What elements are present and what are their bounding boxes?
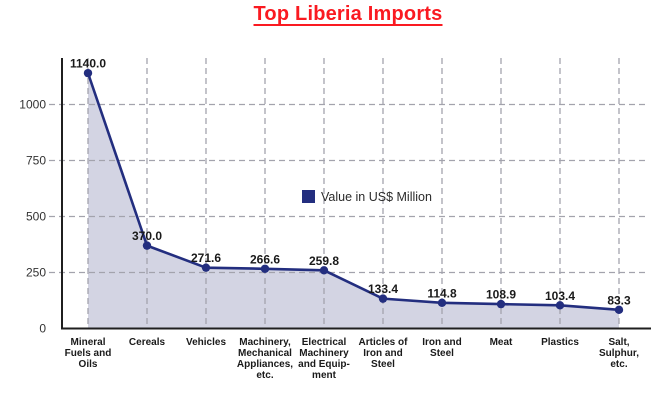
category-label: Cereals xyxy=(129,337,166,348)
data-point xyxy=(378,294,388,303)
category-label-line: Meat xyxy=(490,337,513,348)
data-point xyxy=(555,301,565,310)
category-label: Articles of Iron and Steel xyxy=(359,337,409,370)
category-label-line: Articles of xyxy=(359,337,409,348)
category-label-line: Steel xyxy=(430,348,454,359)
value-label: 259.8 xyxy=(309,254,339,268)
data-point xyxy=(201,263,211,272)
category-label: Vehicles xyxy=(186,337,226,348)
category-label-line: Cereals xyxy=(129,337,166,348)
category-label: Salt, Sulphur, etc. xyxy=(599,337,639,370)
category-label-line: Oils xyxy=(79,359,98,370)
value-label: 1140.0 xyxy=(70,57,106,71)
category-label-line: Salt, xyxy=(608,337,629,348)
data-point xyxy=(83,68,93,78)
data-point xyxy=(319,266,329,275)
value-label: 266.6 xyxy=(250,252,280,266)
category-label-line: Mineral xyxy=(70,337,105,348)
page-title: Top Liberia Imports xyxy=(253,3,443,25)
category-label-line: Machinery xyxy=(299,348,349,359)
category-label: Plastics xyxy=(541,337,579,348)
area-fill xyxy=(88,73,619,329)
y-tick-label: 1000 xyxy=(19,98,46,112)
value-label: 114.8 xyxy=(427,286,457,300)
category-label-line: Appliances, xyxy=(237,359,293,370)
category-label: Machinery, Mechanical Appliances, etc. xyxy=(237,337,293,381)
category-label-line: Electrical xyxy=(302,337,347,348)
data-point xyxy=(496,299,506,309)
category-label-line: Machinery, xyxy=(239,337,291,348)
data-point xyxy=(260,264,270,273)
category-label-line: Vehicles xyxy=(186,337,226,348)
legend-swatch xyxy=(302,190,315,203)
category-label-line: ment xyxy=(312,370,337,381)
y-tick-label: 250 xyxy=(26,266,46,280)
value-label: 103.4 xyxy=(545,289,575,303)
category-label-line: Plastics xyxy=(541,337,579,348)
data-point xyxy=(437,298,447,307)
category-label-line: Fuels and xyxy=(65,348,112,359)
category-label: Mineral Fuels and Oils xyxy=(65,337,112,370)
value-label: 271.6 xyxy=(191,251,221,265)
value-label: 370.0 xyxy=(132,229,162,243)
category-label-line: Mechanical xyxy=(238,348,292,359)
category-label-line: etc. xyxy=(256,370,273,381)
data-line xyxy=(86,71,621,312)
data-point xyxy=(614,305,624,315)
value-label: 83.3 xyxy=(607,293,631,307)
category-label-line: Steel xyxy=(371,359,395,370)
category-label-line: etc. xyxy=(610,359,627,370)
y-tick-label: 750 xyxy=(26,154,46,168)
category-label: Electrical Machinery and Equip-ment xyxy=(298,337,350,381)
category-label: Iron and Steel xyxy=(422,337,461,359)
category-label-line: Sulphur, xyxy=(599,348,639,359)
category-label-line: Iron and xyxy=(422,337,461,348)
value-label: 108.9 xyxy=(486,288,516,302)
category-label-line: and Equip- xyxy=(298,359,350,370)
y-tick-label: 500 xyxy=(26,210,46,224)
value-label: 133.4 xyxy=(368,282,398,296)
legend-label: Value in US$ Million xyxy=(321,190,432,204)
data-point xyxy=(142,241,152,250)
y-tick-label: 0 xyxy=(39,322,46,336)
category-label-line: Iron and xyxy=(363,348,402,359)
category-label: Meat xyxy=(490,337,513,348)
